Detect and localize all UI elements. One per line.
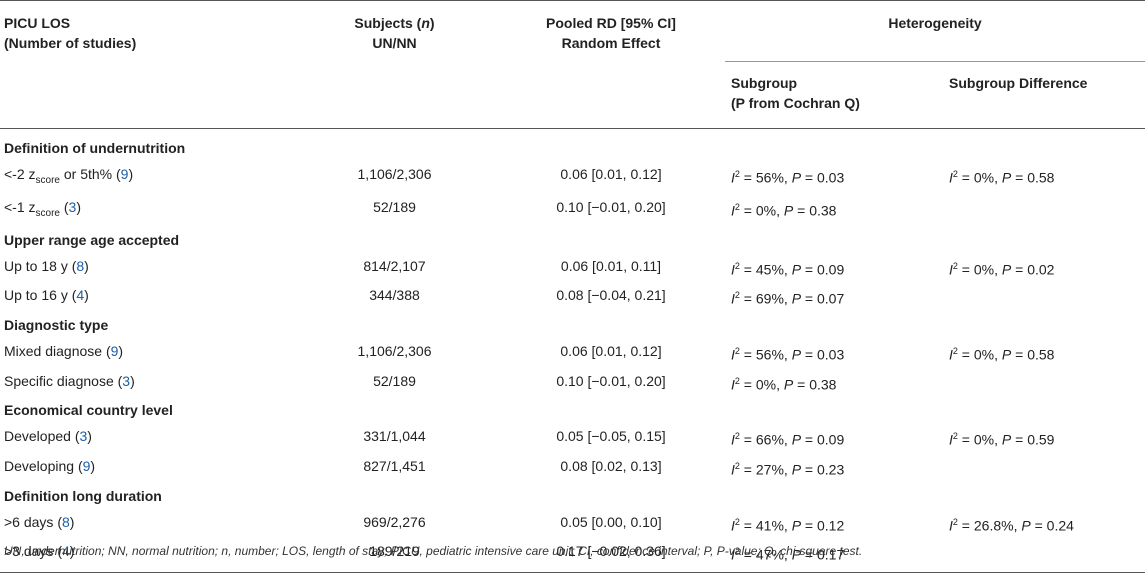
- study-count-link[interactable]: 4: [61, 543, 70, 560]
- subgroup-difference-cell: [945, 194, 1145, 227]
- pooled-rd-cell: 0.08 [−0.04, 0.21]: [556, 287, 666, 304]
- subgroup-heterogeneity-cell: I2 = 56%, P = 0.03: [731, 169, 845, 186]
- section-header-row: Definition long duration: [0, 483, 1145, 509]
- row-label: Mixed diagnose (9): [4, 342, 124, 359]
- subgroup-difference-cell: [945, 538, 1145, 573]
- table-body: Definition of undernutrition <-2 zscore o…: [0, 129, 1145, 573]
- subgroup-heterogeneity-cell: I2 = 66%, P = 0.09: [731, 431, 845, 448]
- table-row: >6 days (8) 969/2,276 0.05 [0.00, 0.10] I2 …: [0, 509, 1145, 539]
- table-row: Developed (3) 331/1,044 0.05 [−0.05, 0.15]…: [0, 423, 1145, 453]
- study-count-link[interactable]: 4: [76, 287, 85, 304]
- header-pooled-rd: Pooled RD [95% CI] Random Effect: [497, 0, 725, 129]
- subjects-cell: 52/189: [373, 372, 416, 389]
- study-count-link[interactable]: 9: [110, 342, 119, 359]
- row-label: Up to 16 y (4): [4, 287, 89, 304]
- subgroup-difference-cell: [945, 453, 1145, 483]
- section-title: Definition of undernutrition: [4, 140, 186, 156]
- section-header-row: Diagnostic type: [0, 312, 1145, 338]
- row-label: <-2 zscore or 5th% (9): [4, 166, 134, 186]
- subjects-cell: 1,106/2,306: [357, 166, 432, 182]
- pooled-rd-cell: 0.06 [0.01, 0.12]: [560, 166, 662, 182]
- header-subgroup-difference: Subgroup Difference: [945, 61, 1145, 129]
- subjects-cell: 814/2,107: [363, 257, 426, 274]
- section-header-row: Definition of undernutrition: [0, 129, 1145, 162]
- pooled-rd-cell: 0.05 [−0.05, 0.15]: [556, 428, 666, 445]
- section-title: Diagnostic type: [4, 316, 109, 333]
- study-count-link[interactable]: 8: [61, 513, 70, 530]
- pooled-rd-cell: 0.06 [0.01, 0.12]: [560, 342, 662, 359]
- section-title: Economical country level: [4, 402, 173, 419]
- header-subjects: Subjects (n) UN/NN: [292, 0, 497, 129]
- pooled-rd-cell: 0.06 [0.01, 0.11]: [560, 257, 662, 274]
- table-row: Specific diagnose (3) 52/189 0.10 [−0.01, …: [0, 368, 1145, 398]
- header-subgroup: Subgroup (P from Cochran Q): [725, 61, 945, 129]
- subgroup-difference-cell: I2 = 0%, P = 0.58: [949, 345, 1055, 363]
- header-row-2: Subgroup (P from Cochran Q) Subgroup Dif…: [0, 61, 1145, 129]
- study-count-link[interactable]: 8: [76, 257, 85, 274]
- subgroup-difference-cell: I2 = 0%, P = 0.58: [949, 169, 1055, 186]
- header-heterogeneity: Heterogeneity: [888, 15, 982, 31]
- subgroup-heterogeneity-cell: I2 = 27%, P = 0.23: [731, 460, 845, 478]
- table-row: Up to 16 y (4) 344/388 0.08 [−0.04, 0.21] I…: [0, 282, 1145, 312]
- row-label: Specific diagnose (3): [4, 372, 135, 389]
- subgroup-difference-cell: I2 = 0%, P = 0.02: [949, 260, 1055, 278]
- study-count-link[interactable]: 3: [68, 198, 77, 215]
- pooled-rd-cell: 0.10 [−0.01, 0.20]: [556, 372, 666, 389]
- table-row: <-1 zscore (3) 52/189 0.10 [−0.01, 0.20] I2…: [0, 194, 1145, 227]
- subgroup-heterogeneity-cell: I2 = 41%, P = 0.12: [731, 516, 845, 534]
- subgroup-heterogeneity-cell: I2 = 69%, P = 0.07: [731, 290, 845, 307]
- subgroup-difference-cell: [945, 282, 1145, 312]
- subjects-cell: 827/1,451: [363, 457, 426, 474]
- subjects-cell: 969/2,276: [363, 513, 426, 530]
- header-row-1: PICU LOS (Number of studies) Subjects (n…: [0, 0, 1145, 129]
- subjects-cell: 344/388: [369, 287, 420, 304]
- table-row: <-2 zscore or 5th% (9) 1,106/2,306 0.06 [0…: [0, 161, 1145, 194]
- section-title: Definition long duration: [4, 487, 162, 504]
- section-title: Upper range age accepted: [4, 231, 180, 248]
- row-label: <-1 zscore (3): [4, 198, 81, 219]
- row-label: Developed (3): [4, 428, 92, 445]
- table-row: Up to 18 y (8) 814/2,107 0.06 [0.01, 0.11]…: [0, 253, 1145, 283]
- subjects-cell: 52/189: [373, 198, 416, 215]
- table-row: Developing (9) 827/1,451 0.08 [0.02, 0.13]…: [0, 453, 1145, 483]
- subgroup-difference-cell: I2 = 0%, P = 0.59: [949, 431, 1055, 448]
- subgroup-heterogeneity-cell: I2 = 45%, P = 0.09: [731, 260, 845, 278]
- subgroup-difference-cell: I2 = 26.8%, P = 0.24: [949, 516, 1074, 534]
- section-header-row: Economical country level: [0, 397, 1145, 423]
- table-row: Mixed diagnose (9) 1,106/2,306 0.06 [0.01,…: [0, 338, 1145, 368]
- pooled-rd-cell: 0.08 [0.02, 0.13]: [560, 457, 662, 474]
- study-count-link[interactable]: 9: [82, 457, 91, 474]
- header-picu-los: PICU LOS (Number of studies): [0, 0, 292, 129]
- study-count-link[interactable]: 3: [79, 428, 88, 445]
- pooled-rd-cell: 0.10 [−0.01, 0.20]: [556, 198, 666, 215]
- subgroup-difference-cell: [945, 368, 1145, 398]
- subgroup-heterogeneity-cell: I2 = 0%, P = 0.38: [731, 201, 837, 219]
- row-label: Up to 18 y (8): [4, 257, 89, 274]
- subgroup-heterogeneity-cell: I2 = 56%, P = 0.03: [731, 345, 845, 363]
- pooled-rd-cell: 0.05 [0.00, 0.10]: [560, 513, 662, 530]
- subjects-cell: 331/1,044: [363, 428, 426, 445]
- study-count-link[interactable]: 3: [122, 372, 131, 389]
- study-count-link[interactable]: 9: [120, 166, 129, 182]
- subgroup-heterogeneity-cell: I2 = 0%, P = 0.38: [731, 375, 837, 393]
- subjects-cell: 1,106/2,306: [357, 342, 432, 359]
- row-label: Developing (9): [4, 457, 96, 474]
- section-header-row: Upper range age accepted: [0, 227, 1145, 253]
- table-footnote: UN, undernutrition; NN, normal nutrition…: [4, 544, 863, 558]
- row-label: >6 days (8): [4, 513, 75, 530]
